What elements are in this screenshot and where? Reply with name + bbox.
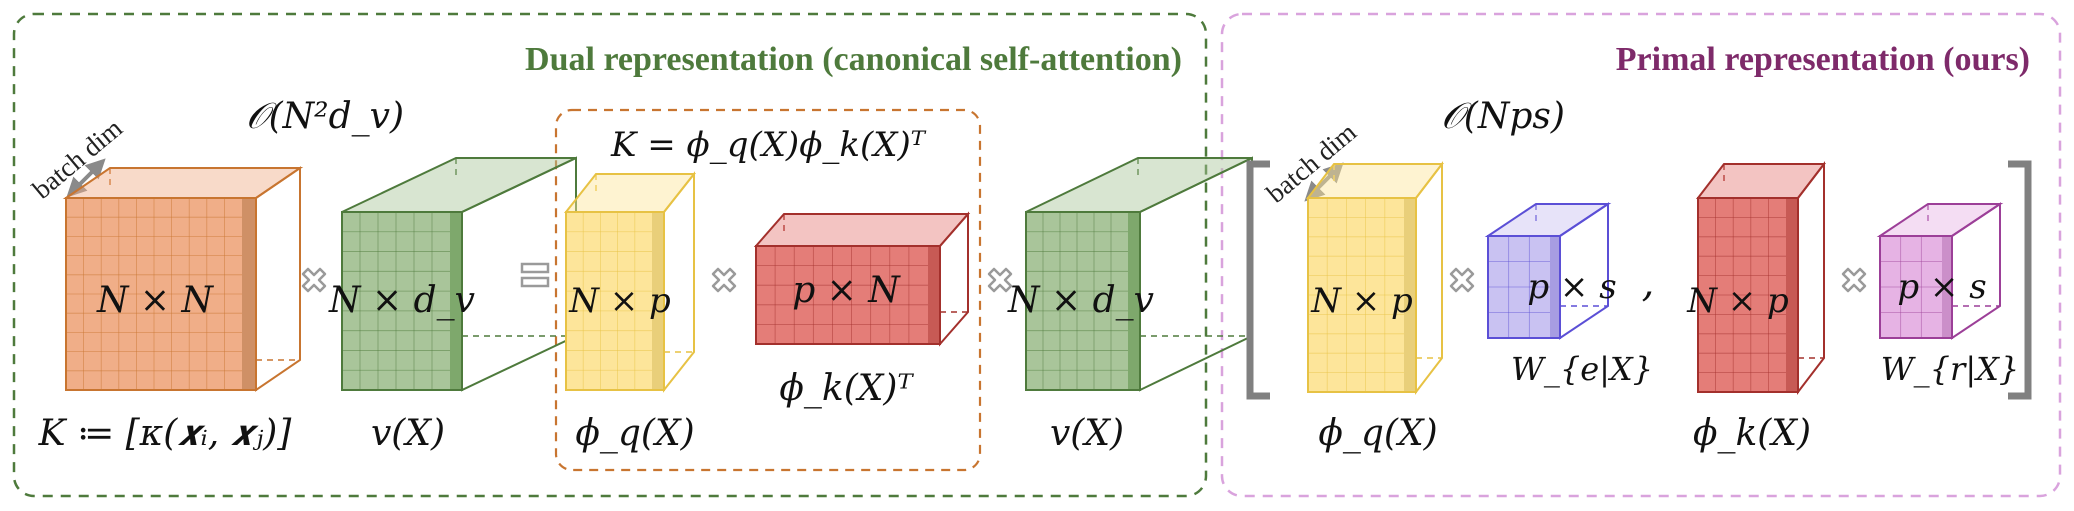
times-cross-icon: [711, 267, 737, 293]
primal-block-4-dims: p × s: [1897, 267, 1986, 307]
kernel-factor-box: [554, 108, 982, 472]
dual-block-4: [753, 211, 971, 347]
dual-complexity: 𝒪(N²d_v): [246, 96, 404, 137]
primal-panel-title: Primal representation (ours): [1616, 41, 2030, 78]
primal-block-4: [1876, 202, 2004, 340]
primal-block-3-dims: N × p: [1686, 281, 1789, 321]
primal-block-4-caption: W_{r|X}: [1881, 350, 2019, 388]
times-cross-icon: [1841, 267, 1867, 293]
times-cross-icon: [1449, 267, 1475, 293]
right-bracket-icon: [2008, 160, 2032, 400]
primal-block-1: [1305, 161, 1445, 395]
dual-block-2: [341, 156, 577, 392]
primal-block-2-caption: W_{e|X}: [1511, 350, 1653, 388]
dual-panel-frame: [12, 12, 1208, 498]
dual-block-1-dims: N × N: [96, 280, 215, 321]
dual-block-5: [1025, 156, 1253, 392]
dual-block-3-dims: N × p: [568, 281, 671, 321]
dual-block-3: [563, 171, 697, 393]
dual-block-4-dims: p × N: [792, 270, 901, 311]
primal-block-2: [1484, 202, 1612, 340]
primal-block-3-caption: ϕ_k(X): [1693, 413, 1811, 454]
dual-block-4-caption: ϕ_k(X)ᵀ: [779, 368, 914, 409]
primal-block-1-caption: ϕ_q(X): [1318, 413, 1437, 454]
double-arrow-icon: [66, 158, 106, 198]
primal-separator: ,: [1642, 260, 1655, 306]
primal-panel-frame: [1220, 12, 2062, 498]
dual-panel-title: Dual representation (canonical self-atte…: [525, 41, 1182, 78]
primal-complexity: 𝒪(Nps): [1441, 96, 1565, 137]
dual-block-1-caption: K ≔ [κ(𝒙ᵢ, 𝒙ⱼ)]: [38, 413, 293, 454]
primal-block-2-dims: p × s: [1527, 267, 1616, 307]
dual-block-1: [62, 166, 304, 392]
dual-block-5-dims: N × d_v: [1007, 280, 1154, 321]
dual-block-5-caption: v(X): [1050, 413, 1124, 454]
equals-sign-icon: [520, 262, 550, 288]
dual-block-3-caption: ϕ_q(X): [575, 413, 694, 454]
dual-block-2-caption: v(X): [371, 413, 445, 454]
times-cross-icon: [301, 267, 327, 293]
times-cross-icon: [987, 267, 1013, 293]
left-bracket-icon: [1246, 160, 1270, 400]
primal-block-1-dims: N × p: [1310, 281, 1413, 321]
primal-block-3: [1695, 161, 1827, 395]
kernel-factor-formula: K = ϕ_q(X)ϕ_k(X)ᵀ: [610, 125, 927, 165]
dual-block-2-dims: N × d_v: [328, 280, 475, 321]
double-arrow-icon: [1304, 162, 1344, 202]
